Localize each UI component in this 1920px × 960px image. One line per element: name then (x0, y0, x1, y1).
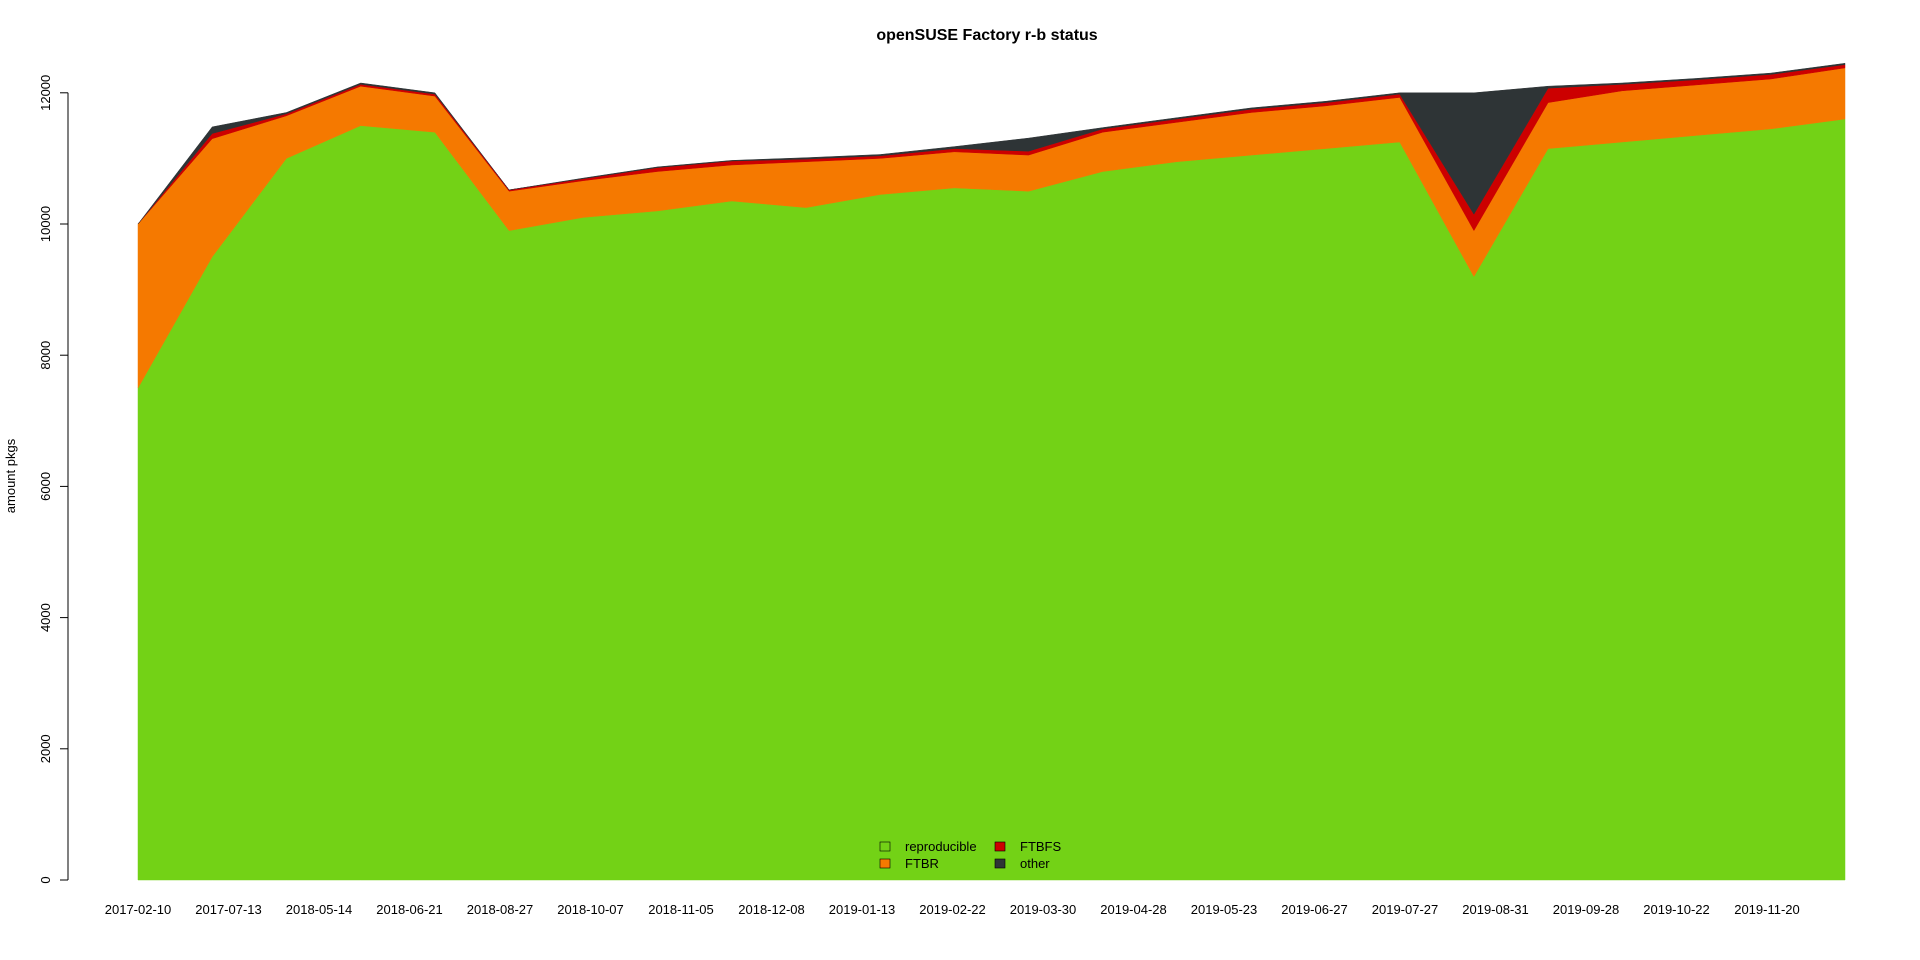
x-tick-label: 2019-06-27 (1281, 902, 1348, 917)
legend-item-other: other (994, 856, 1050, 871)
legend-swatch (994, 841, 1006, 852)
x-tick-label: 2018-06-21 (376, 902, 443, 917)
legend: reproducible FTBFS FTBR other (879, 839, 1061, 871)
legend-swatch (879, 841, 891, 852)
y-tick-label: 4000 (38, 603, 53, 632)
legend-label: other (1020, 856, 1050, 871)
legend-swatch (879, 858, 891, 869)
x-tick-label: 2018-12-08 (738, 902, 805, 917)
x-tick-label: 2018-08-27 (467, 902, 534, 917)
legend-label: FTBFS (1020, 839, 1061, 854)
x-tick-label: 2019-09-28 (1553, 902, 1620, 917)
x-tick-label: 2019-05-23 (1191, 902, 1258, 917)
y-tick-label: 12000 (38, 75, 53, 111)
y-tick-label: 2000 (38, 734, 53, 763)
chart-title: openSUSE Factory r-b status (876, 27, 1097, 44)
x-tick-label: 2019-04-28 (1100, 902, 1167, 917)
legend-item-ftbfs: FTBFS (994, 839, 1061, 854)
x-tick-label: 2017-07-13 (195, 902, 262, 917)
legend-label: FTBR (905, 856, 939, 871)
x-tick-label: 2019-01-13 (829, 902, 896, 917)
y-tick-label: 0 (38, 876, 53, 883)
x-tick-label: 2019-08-31 (1462, 902, 1529, 917)
x-tick-label: 2019-10-22 (1643, 902, 1710, 917)
y-tick-label: 10000 (38, 206, 53, 242)
y-axis: 0 2000 4000 6000 8000 10000 12000 (38, 75, 69, 884)
x-tick-label: 2019-03-30 (1010, 902, 1077, 917)
x-tick-label: 2018-10-07 (557, 902, 624, 917)
legend-item-reproducible: reproducible (879, 839, 977, 854)
y-tick-label: 6000 (38, 472, 53, 501)
legend-swatch (994, 858, 1006, 869)
x-tick-label: 2017-02-10 (105, 902, 172, 917)
legend-item-ftbr: FTBR (879, 856, 939, 871)
y-tick-label: 8000 (38, 341, 53, 370)
x-tick-label: 2019-07-27 (1372, 902, 1439, 917)
plot-area (137, 63, 1846, 881)
x-tick-label: 2019-11-20 (1734, 902, 1800, 917)
x-tick-label: 2019-02-22 (919, 902, 986, 917)
series-area-reproducible (137, 118, 1846, 881)
x-tick-label: 2018-11-05 (648, 902, 714, 917)
y-axis-label: amount pkgs (3, 438, 18, 513)
series-area-other (137, 63, 1846, 225)
legend-label: reproducible (905, 839, 977, 854)
x-axis: 2017-02-10 2017-07-13 2018-05-14 2018-06-21… (105, 902, 1800, 917)
x-tick-label: 2018-05-14 (286, 902, 353, 917)
